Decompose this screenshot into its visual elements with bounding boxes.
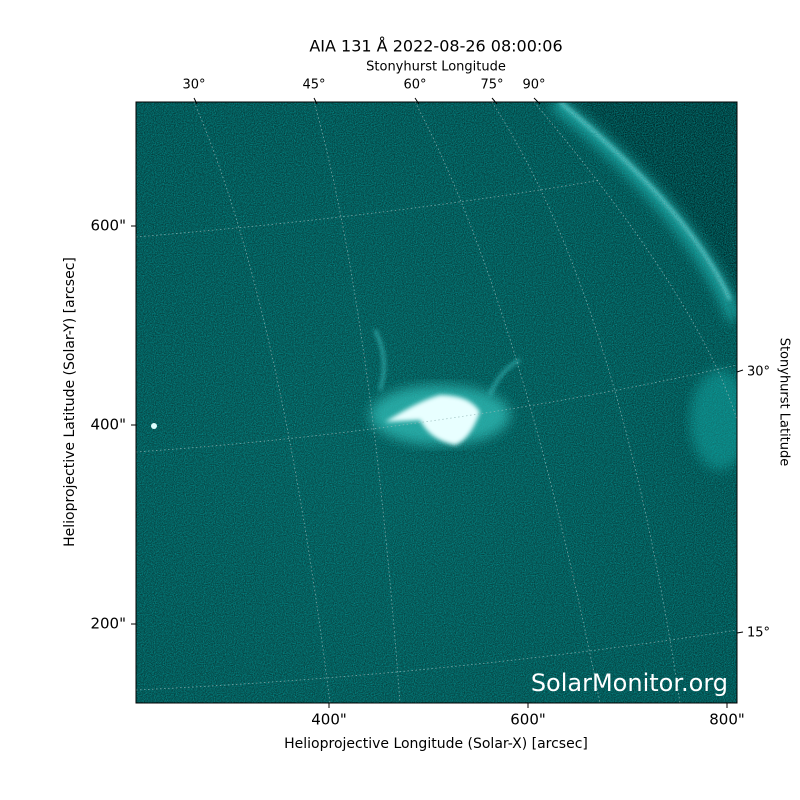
x-axis: 400" 600" 800" Helioprojective Longitude…	[284, 703, 745, 752]
solar-image: SolarMonitor.org	[136, 102, 737, 703]
top-axis: 30° 45° 60° 75° 90° Stonyhurst Longitude	[182, 60, 546, 105]
x-tick-label: 400"	[311, 711, 347, 729]
y-tick-label: 600"	[90, 217, 126, 235]
y-tick-label: 400"	[90, 416, 126, 434]
top-tick-label: 60°	[403, 78, 426, 93]
top-tick-label: 90°	[522, 78, 545, 93]
right-tick-label: 30°	[747, 365, 770, 380]
y-axis: 600" 400" 200" Helioprojective Latitude …	[62, 217, 136, 633]
top-tick-label: 75°	[480, 78, 503, 93]
title: AIA 131 Å 2022-08-26 08:00:06	[309, 37, 562, 56]
x-tick-label: 600"	[510, 711, 546, 729]
right-tick-label: 15°	[747, 626, 770, 641]
x-axis-label: Helioprojective Longitude (Solar-X) [arc…	[284, 736, 588, 752]
right-axis-label: Stonyhurst Latitude	[777, 338, 792, 467]
top-axis-label: Stonyhurst Longitude	[366, 60, 506, 75]
x-tick-label: 800"	[709, 711, 745, 729]
right-axis: 30° 15° Stonyhurst Latitude	[736, 338, 792, 641]
flare	[370, 329, 521, 445]
watermark: SolarMonitor.org	[531, 669, 728, 697]
y-tick-label: 200"	[90, 615, 126, 633]
top-tick-label: 30°	[182, 78, 205, 93]
top-tick-label: 45°	[302, 78, 325, 93]
y-axis-label: Helioprojective Latitude (Solar-Y) [arcs…	[62, 257, 78, 547]
